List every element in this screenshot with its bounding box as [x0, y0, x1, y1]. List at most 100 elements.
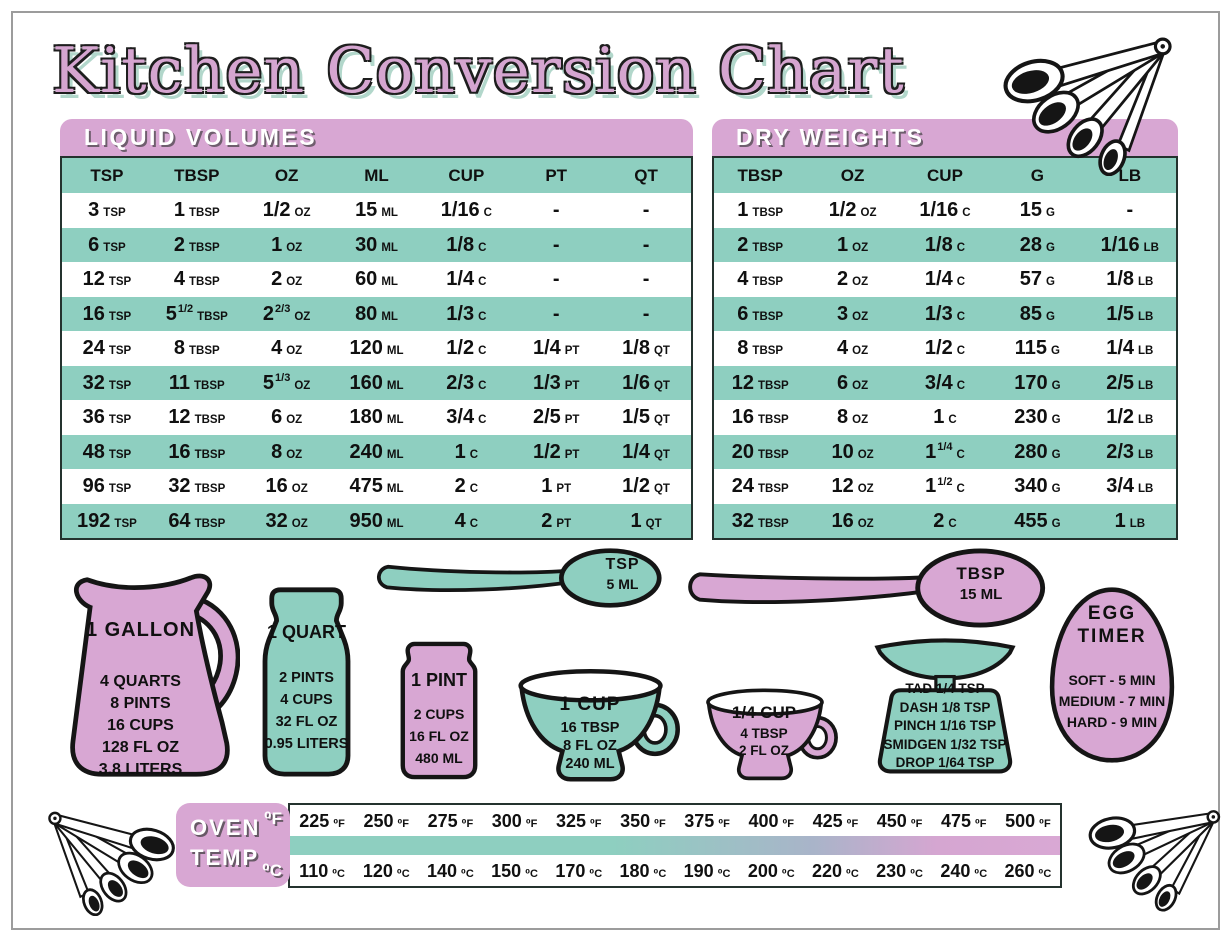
illustration-line: 128 FL OZ — [101, 739, 180, 756]
table-cell: 4 TBSP — [173, 268, 220, 291]
table-cell: 8 OZ — [271, 440, 303, 463]
quarter-cup-title: 1/4 CUP — [731, 703, 797, 722]
table-cell: 400 ⁰F — [748, 810, 795, 831]
table-cell: 1/4 C — [924, 268, 966, 291]
table-cell: 1/2 OZ — [262, 199, 311, 222]
table-cell: 3/4 C — [924, 371, 966, 394]
teaspoon-title: TSP — [605, 556, 640, 573]
teaspoon-spoon: TSP 5 ML — [372, 546, 666, 610]
table-cell: 2 TBSP — [173, 233, 220, 256]
table-cell: 2/3 C — [446, 371, 487, 394]
spoon-shape — [688, 548, 1046, 628]
illustration-line: 4 CUPS — [280, 692, 333, 708]
table-row: 16 TSP 51/2 TBSP 22/3 OZ 80 ML 1/3 C - - — [62, 296, 691, 331]
temp-word: TEMP — [190, 845, 260, 870]
table-cell: 2/5 LB — [1106, 371, 1154, 394]
table-cell: 120 ⁰C — [362, 860, 410, 881]
column-header: CUP — [927, 165, 963, 185]
measuring-spoons-icon — [1075, 791, 1228, 917]
table-cell: 475 ⁰F — [940, 810, 987, 831]
table-cell: 190 ⁰C — [683, 860, 731, 881]
tablespoon-spoon: TBSP 15 ML — [681, 547, 1049, 629]
pint-facts: 2 CUPS 16 FL OZ 480 ML — [390, 703, 488, 769]
table-cell: 1 OZ — [271, 233, 303, 256]
table-cell: 64 TBSP — [168, 509, 226, 532]
table-row: 24 TSP 8 TBSP 4 OZ 120 ML 1/2 C 1/4 PT 1/8 QT — [62, 331, 691, 366]
quart-jar: 1 QUART 2 PINTS 4 CUPS 32 FL OZ 0.95 LITERS — [253, 584, 360, 777]
table-cell: 1/2 LB — [1106, 406, 1154, 429]
table-cell: 1 TBSP — [737, 199, 784, 222]
column-header: G — [1030, 165, 1044, 185]
quarter-cup-facts: 4 TBSP 2 FL OZ — [710, 725, 818, 759]
table-cell: 11/4 C — [925, 440, 965, 463]
table-cell: 3/4 C — [446, 406, 487, 429]
table-cell: 1 QT — [630, 509, 662, 532]
table-cell: 140 ⁰C — [427, 860, 474, 881]
illustration-line: 2 CUPS — [413, 706, 465, 722]
table-cell: 1/3 PT — [532, 371, 580, 394]
table-cell: 6 TBSP — [737, 302, 784, 325]
table-cell: 220 ⁰C — [812, 860, 859, 881]
table-cell: 1/4 LB — [1106, 337, 1154, 360]
degrees-f-label: ⁰F — [264, 809, 282, 828]
table-row: 192 TSP 64 TBSP 32 OZ 950 ML 4 C 2 PT 1 QT — [62, 503, 691, 538]
liquid-volumes-data: TSP TBSP OZ ML CUP PT QT 3 TSP 1 TBSP 1/2 OZ 15 ML 1/1… — [60, 156, 693, 540]
dry-weights-table: DRY WEIGHTS TBSP OZ CUP G LB 1 TBSP 1/2 OZ 1/16 C… — [712, 119, 1178, 540]
illustration-line: 4 TBSP — [740, 726, 788, 741]
table-cell: 22/3 OZ — [262, 302, 311, 325]
table-row: 3 TSP 1 TBSP 1/2 OZ 15 ML 1/16 C - - — [62, 193, 691, 228]
table-cell: 230 ⁰C — [876, 860, 923, 881]
illustration-line: PINCH 1/16 TSP — [893, 718, 997, 734]
table-cell: 16 TBSP — [168, 440, 226, 463]
egg-timer-title: EGG TIMER — [1077, 603, 1147, 647]
table-row: 6 TBSP 3 OZ 1/3 C 85 G 1/5 LB — [714, 296, 1176, 331]
one-cup-teacup: 1 CUP 16 TBSP 8 FL OZ 240 ML — [517, 664, 685, 782]
table-cell: 1/2 C — [446, 337, 487, 360]
table-cell: 11/2 C — [925, 475, 965, 498]
pitcher-shape — [70, 573, 240, 777]
table-cell: 8 TBSP — [737, 337, 784, 360]
temperature-gradient-bar — [290, 836, 1060, 855]
table-cell: 1/16 LB — [1100, 233, 1159, 256]
table-cell: 51/3 OZ — [262, 371, 311, 394]
table-cell: 1/8 LB — [1106, 268, 1154, 291]
table-row: 32 TBSP 16 OZ 2 C 455 G 1 LB — [714, 503, 1176, 538]
illustration-line: SMIDGEN 1/32 TSP — [883, 736, 1007, 752]
table-cell: 120 ML — [349, 337, 404, 360]
table-row: 1 TBSP 1/2 OZ 1/16 C 15 G - — [714, 193, 1176, 228]
table-cell: 150 ⁰C — [491, 860, 538, 881]
oven-temp-table: 225 ⁰F 250 ⁰F 275 ⁰F 300 ⁰F 325 ⁰F 350 ⁰F 375 ⁰F 400 ⁰F… — [288, 803, 1062, 888]
kitchen-scale: TAD 1/4 TSP DASH 1/8 TSP PINCH 1/16 TSP SMI… — [872, 637, 1018, 780]
table-cell: 6 OZ — [837, 371, 869, 394]
table-cell: 200 ⁰C — [747, 860, 795, 881]
quart-title: 1 QUART — [266, 622, 346, 642]
table-cell: 425 ⁰F — [812, 810, 859, 831]
illustration-line: 2 PINTS — [279, 670, 334, 686]
table-cell: 32 TSP — [82, 371, 132, 394]
table-cell: 24 TBSP — [731, 475, 789, 498]
table-cell: 3/4 LB — [1106, 475, 1154, 498]
table-cell: 28 G — [1019, 233, 1055, 256]
table-cell: 230 G — [1014, 406, 1061, 429]
table-cell: 1/16 C — [919, 199, 971, 222]
table-cell: 2 OZ — [271, 268, 303, 291]
table-cell: 375 ⁰F — [684, 810, 730, 831]
table-cell: 1/2 PT — [532, 440, 580, 463]
table-cell: - — [552, 199, 560, 222]
table-row: 8 TBSP 4 OZ 1/2 C 115 G 1/4 LB — [714, 331, 1176, 366]
illustration-line: 2 FL OZ — [738, 743, 789, 758]
table-cell: 10 OZ — [831, 440, 874, 463]
teaspoon-facts: 5 ML — [575, 574, 670, 594]
table-cell: 15 ML — [355, 199, 398, 222]
table-row: 36 TSP 12 TBSP 6 OZ 180 ML 3/4 C 2/5 PT 1/5 QT — [62, 400, 691, 435]
table-cell: 2 TBSP — [737, 233, 784, 256]
table-cell: 1/8 QT — [622, 337, 670, 360]
table-cell: 4 TBSP — [737, 268, 784, 291]
table-cell: 115 G — [1014, 337, 1060, 360]
table-cell: 1/4 PT — [532, 337, 580, 360]
table-cell: - — [642, 268, 650, 291]
table-cell: 240 ⁰C — [940, 860, 988, 881]
table-cell: 1/16 C — [440, 199, 492, 222]
teacup-shape — [706, 688, 838, 781]
dry-weights-data: TBSP OZ CUP G LB 1 TBSP 1/2 OZ 1/16 C 15 G - 2 TBSP 1 OZ… — [712, 156, 1178, 540]
